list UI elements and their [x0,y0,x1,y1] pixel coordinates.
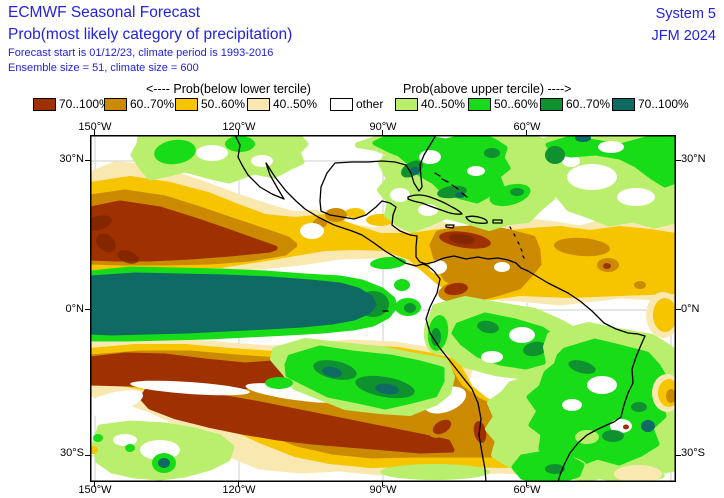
tick-left [85,455,90,456]
axis-label-right-0n: 0°N [681,303,700,315]
pacific-coastline [234,134,487,483]
hispaniola-outline [465,215,488,224]
legend-label: 50..60% [494,97,539,111]
legend-item-above-70-100: 70..100% [612,96,689,112]
south-pacific-wet-patch [265,338,455,416]
axis-label-top-60w: 60°W [513,121,541,133]
forecast-map [80,132,682,485]
legend-item-above-40-50: 40..50% [395,96,465,112]
forecast-start-info: Forecast start is 01/12/23, climate peri… [8,47,274,59]
northwest-green-patch [130,132,309,184]
legend-label: 70..100% [59,97,110,111]
coastlines [234,134,646,483]
legend-swatch [247,97,270,111]
tick-top [94,130,95,135]
south-america-wet-regions [380,296,679,485]
axis-label-right-30n: 30°N [681,153,706,165]
puerto-rico-outline [492,219,503,224]
legend-label: 40..50% [273,97,318,111]
northeast-green-patch [538,132,679,229]
axis-label-bottom-120w: 120°W [222,484,256,496]
tick-top [382,130,383,135]
legend-item-below-60-70: 60..70% [104,96,174,112]
lesser-antilles-marks [509,226,525,259]
axis-label-bottom-90w: 90°W [369,484,397,496]
axis-label-bottom-150w: 150°W [78,484,112,496]
tick-bottom [382,482,383,487]
tick-top [238,130,239,135]
legend-swatch [540,97,563,111]
tick-bottom [526,482,527,487]
forecast-map-canvas [80,132,682,485]
axis-label-top-90w: 90°W [369,121,397,133]
legend-swatch [612,97,635,111]
legend-swatch [33,97,56,111]
legend-label: other [356,97,384,111]
legend-item-above-60-70: 60..70% [540,96,610,112]
tick-right [676,455,681,456]
axis-label-left-30s: 30°S [60,447,84,459]
southwest-green-patches [88,420,235,481]
tick-right [676,160,681,161]
legend-label: 60..70% [130,97,175,111]
legend-above-header: Prob(above upper tercile) ----> [403,82,572,96]
caribbean-wet-region [355,132,561,233]
axis-label-left-30n: 30°N [59,153,84,165]
legend-item-below-40-50: 40..50% [247,96,317,112]
ensemble-size-info: Ensemble size = 51, climate size = 600 [8,62,199,74]
page-title: ECMWF Seasonal Forecast [8,4,201,21]
jamaica-outline [445,224,455,229]
axis-label-top-150w: 150°W [78,121,112,133]
legend-label: 60..70% [566,97,611,111]
legend-label: 50..60% [201,97,246,111]
tick-left [85,309,90,310]
legend-swatch [330,97,353,111]
map-border [90,135,676,482]
axis-label-bottom-60w: 60°W [513,484,541,496]
legend-below-header: <---- Prob(below lower tercile) [146,82,311,96]
tick-bottom [94,482,95,487]
legend-label: 40..50% [421,97,466,111]
legend-item-below-50-60: 50..60% [175,96,245,112]
axis-label-right-30s: 30°S [681,447,705,459]
legend-item-below-70-100: 70..100% [33,96,110,112]
legend-item-other: other [330,96,383,112]
atlantic-coastline [319,134,646,483]
season-label: JFM 2024 [651,28,716,44]
tick-right [676,309,681,310]
bahamas-marks [434,172,468,198]
cuba-outline [407,194,463,215]
equatorial-wet-band [87,256,421,342]
axis-label-left-0n: 0°N [65,303,84,315]
legend-swatch [395,97,418,111]
legend-item-above-50-60: 50..60% [468,96,538,112]
tick-left [85,160,90,161]
tick-top [526,130,527,135]
legend-swatch [468,97,491,111]
legend-swatch [175,97,198,111]
tick-bottom [238,482,239,487]
axis-label-top-120w: 120°W [222,121,256,133]
system-label: System 5 [655,6,716,22]
legend-swatch [104,97,127,111]
legend-label: 70..100% [638,97,689,111]
page-subtitle: Prob(most likely category of precipitati… [8,26,293,43]
